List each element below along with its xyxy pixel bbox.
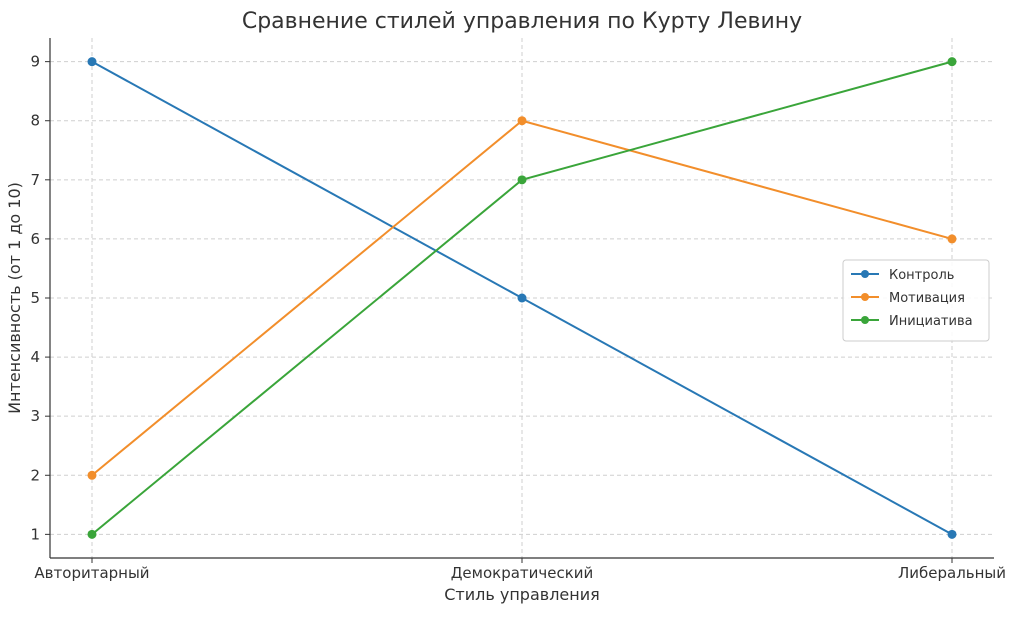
y-tick-label: 8 [30, 112, 40, 130]
legend: Контроль Мотивация Инициатива [842, 259, 990, 342]
legend-item: Инициатива [851, 314, 973, 329]
series-group [87, 57, 957, 539]
y-tick-label: 4 [30, 348, 40, 366]
y-axis-label: Интенсивность (от 1 до 10) [5, 182, 24, 414]
data-point [87, 470, 97, 480]
x-tick-label: Либеральный [898, 564, 1006, 582]
series-group [87, 57, 957, 539]
x-tick-label: Демократический [451, 564, 594, 582]
x-tick-label: Авторитарный [34, 564, 149, 582]
legend-label: Контроль [889, 268, 954, 283]
y-tick-label: 5 [30, 289, 40, 307]
data-point [517, 175, 527, 185]
data-point [87, 57, 97, 67]
y-ticks: 1 2 3 4 5 6 7 8 9 [30, 53, 50, 543]
legend-swatch-marker [861, 270, 869, 278]
data-point [517, 293, 527, 303]
y-tick-label: 6 [30, 230, 40, 248]
series-group [87, 116, 957, 480]
y-tick-label: 2 [30, 466, 40, 484]
legend-box [842, 259, 990, 342]
y-tick-label: 3 [30, 407, 40, 425]
legend-label: Инициатива [889, 314, 973, 329]
data-point [947, 529, 957, 539]
y-tick-label: 9 [30, 53, 40, 71]
legend-item: Контроль [851, 268, 954, 283]
y-tick-label: 1 [30, 525, 40, 543]
x-ticks: Авторитарный Демократический Либеральный [34, 558, 1006, 582]
y-tick-label: 7 [30, 171, 40, 189]
data-point [947, 234, 957, 244]
x-axis-label: Стиль управления [444, 585, 600, 604]
data-point [947, 57, 957, 67]
legend-item: Мотивация [851, 291, 965, 306]
legend-swatch-marker [861, 293, 869, 301]
chart-title: Сравнение стилей управления по Курту Лев… [242, 9, 802, 34]
legend-label: Мотивация [889, 291, 965, 306]
data-point [517, 116, 527, 126]
data-point [87, 529, 97, 539]
series [87, 57, 957, 539]
legend-swatch-marker [861, 316, 869, 324]
